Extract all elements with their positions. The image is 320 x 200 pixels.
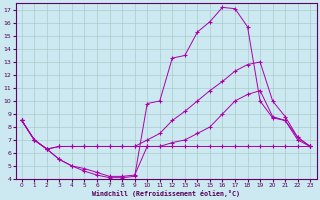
- X-axis label: Windchill (Refroidissement éolien,°C): Windchill (Refroidissement éolien,°C): [92, 190, 240, 197]
